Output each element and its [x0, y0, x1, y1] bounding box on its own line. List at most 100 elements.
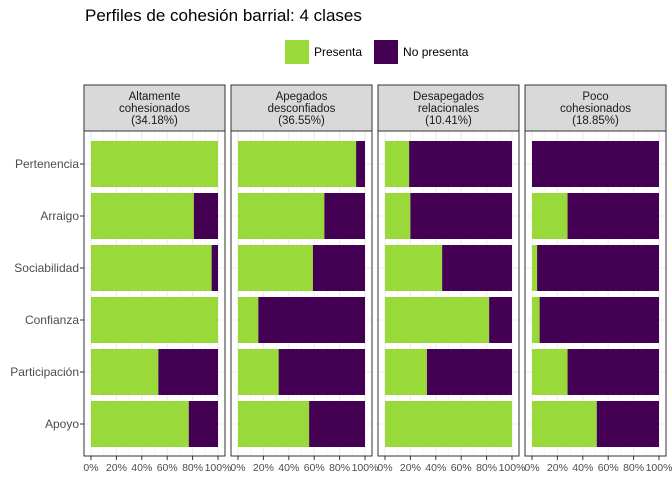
x-tick-label: 0%	[377, 462, 392, 474]
facet-label: relacionales	[418, 103, 480, 115]
bar-presenta	[385, 141, 410, 187]
bar-no-presenta	[410, 193, 512, 239]
x-tick-label: 40%	[425, 462, 446, 474]
panel-border	[230, 130, 373, 457]
facet-label: (34.18%)	[131, 115, 178, 127]
panel-border	[83, 130, 226, 457]
bar-presenta	[91, 245, 212, 291]
chart-title: Perfiles de cohesión barrial: 4 clases	[85, 6, 362, 25]
facet-label: cohesionados	[119, 103, 190, 115]
x-tick-label: 0%	[524, 462, 539, 474]
bar-no-presenta	[567, 349, 659, 395]
facet-label: (18.85%)	[572, 115, 619, 127]
x-tick-label: 20%	[547, 462, 568, 474]
bar-no-presenta	[158, 349, 218, 395]
x-tick-label: 100%	[205, 462, 232, 474]
bar-presenta	[532, 401, 597, 447]
y-tick-label: Sociabilidad	[14, 261, 79, 275]
x-tick-label: 40%	[131, 462, 152, 474]
x-tick-label: 20%	[253, 462, 274, 474]
bar-presenta	[238, 245, 313, 291]
x-tick-label: 40%	[278, 462, 299, 474]
bar-presenta	[532, 349, 568, 395]
bar-no-presenta	[324, 193, 365, 239]
facet-label: Desapegados	[413, 91, 484, 103]
y-tick-label: Apoyo	[45, 417, 79, 431]
legend-item-no-presenta: No presenta	[374, 40, 468, 64]
x-tick-label: 0%	[83, 462, 98, 474]
bar-presenta	[91, 141, 218, 187]
bar-no-presenta	[188, 401, 218, 447]
x-tick-label: 20%	[400, 462, 421, 474]
y-tick-label: Confianza	[25, 313, 79, 327]
bar-no-presenta	[489, 297, 512, 343]
facet-strip	[524, 84, 667, 132]
x-tick-label: 20%	[106, 462, 127, 474]
facet-label: (36.55%)	[278, 115, 325, 127]
facet-label: Apegados	[276, 91, 328, 103]
bar-no-presenta	[426, 349, 512, 395]
y-tick-label: Arraigo	[40, 209, 79, 223]
bar-presenta	[91, 297, 218, 343]
legend-label-no-presenta: No presenta	[403, 45, 469, 59]
bar-presenta	[385, 193, 411, 239]
x-tick-label: 60%	[598, 462, 619, 474]
legend-item-presenta: Presenta	[285, 40, 362, 64]
facet-label: Poco	[582, 91, 608, 103]
x-tick-label: 100%	[499, 462, 526, 474]
facet-strip	[83, 84, 226, 132]
bar-no-presenta	[309, 401, 365, 447]
facet-label: cohesionados	[560, 103, 631, 115]
bar-no-presenta	[537, 245, 659, 291]
x-tick-label: 80%	[476, 462, 497, 474]
bar-presenta	[238, 297, 259, 343]
facet-strip	[230, 84, 373, 132]
y-tick-label: Pertenencia	[15, 157, 79, 171]
facet-strip	[377, 84, 520, 132]
x-tick-label: 60%	[451, 462, 472, 474]
legend-swatch-presenta	[285, 40, 309, 64]
bar-no-presenta	[258, 297, 365, 343]
y-tick-label: Participación	[10, 365, 79, 379]
bar-no-presenta	[356, 141, 365, 187]
facet-label: desconfiados	[268, 103, 336, 115]
bar-no-presenta	[278, 349, 365, 395]
bar-presenta	[532, 297, 540, 343]
x-tick-label: 80%	[623, 462, 644, 474]
legend-label-presenta: Presenta	[314, 45, 363, 59]
bar-presenta	[532, 193, 568, 239]
bar-presenta	[238, 349, 279, 395]
bar-presenta	[91, 349, 159, 395]
bar-presenta	[385, 297, 490, 343]
panel-border	[524, 130, 667, 457]
bar-presenta	[238, 401, 310, 447]
bar-no-presenta	[567, 193, 659, 239]
bar-presenta	[91, 401, 189, 447]
x-tick-label: 100%	[646, 462, 672, 474]
x-tick-label: 60%	[304, 462, 325, 474]
x-tick-label: 0%	[230, 462, 245, 474]
x-tick-label: 40%	[572, 462, 593, 474]
bar-no-presenta	[211, 245, 218, 291]
bar-no-presenta	[312, 245, 365, 291]
bar-no-presenta	[596, 401, 659, 447]
x-tick-label: 80%	[182, 462, 203, 474]
bar-no-presenta	[539, 297, 659, 343]
bar-no-presenta	[532, 141, 659, 187]
facet-label: Altamente	[129, 91, 181, 103]
bar-presenta	[238, 141, 357, 187]
bar-presenta	[238, 193, 325, 239]
x-tick-label: 80%	[329, 462, 350, 474]
legend-swatch-no-presenta	[374, 40, 399, 64]
facet-label: (10.41%)	[425, 115, 472, 127]
bar-presenta	[385, 245, 443, 291]
bar-presenta	[385, 401, 512, 447]
x-tick-label: 100%	[352, 462, 379, 474]
x-tick-label: 60%	[157, 462, 178, 474]
panel-border	[377, 130, 520, 457]
bar-no-presenta	[193, 193, 218, 239]
bar-presenta	[91, 193, 194, 239]
bar-presenta	[385, 349, 427, 395]
legend: Presenta No presenta	[285, 38, 474, 66]
